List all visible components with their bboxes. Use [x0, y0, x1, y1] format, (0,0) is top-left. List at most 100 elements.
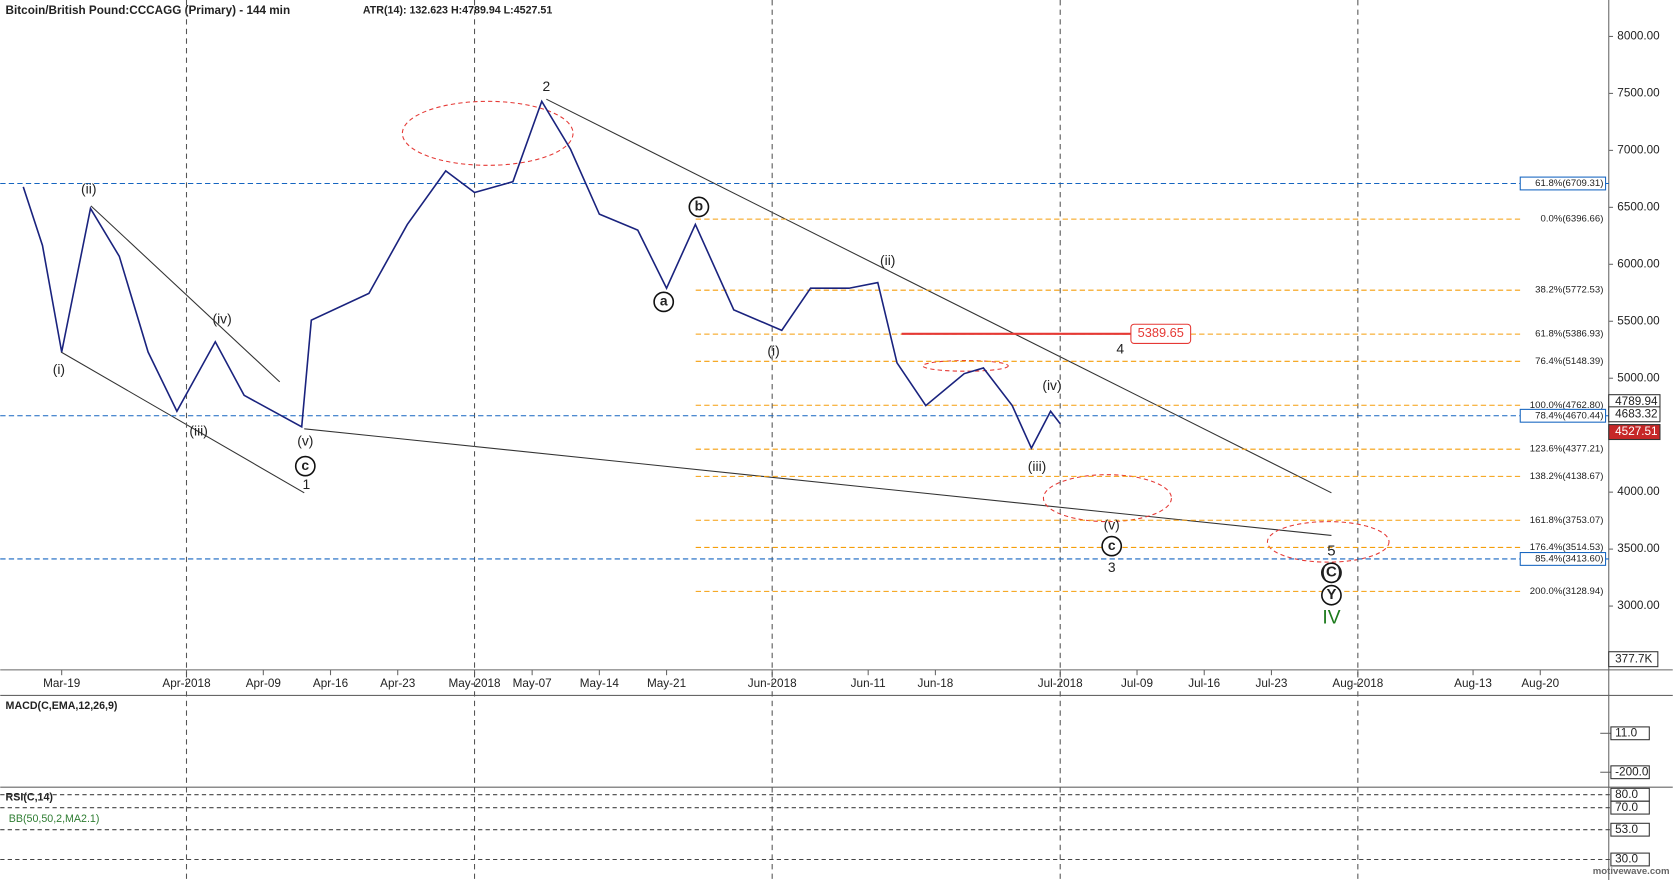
x-tick-label: Apr-09 [246, 677, 281, 690]
wave-label: IV [1322, 608, 1340, 629]
y-tick-label: 6500.00 [1617, 200, 1660, 213]
fib-label: 138.2%(4138.67) [1530, 471, 1604, 482]
wave-label: (iii) [1028, 458, 1046, 474]
y-tick-label: 80.0 [1615, 788, 1638, 801]
x-tick-label: May-21 [647, 677, 686, 690]
fib-label: 200.0%(3128.94) [1530, 586, 1604, 597]
volume-tag [1608, 651, 1659, 668]
x-tick-label: Jul-23 [1255, 677, 1287, 690]
fib-label-bg [1519, 552, 1607, 566]
price-tag [1608, 424, 1661, 441]
y-tick-label: 3000.00 [1617, 599, 1660, 612]
wave-label: (ii) [81, 181, 96, 197]
y-tick-label: 8000.00 [1617, 30, 1660, 43]
wave-label: 2 [543, 78, 551, 94]
wave-circle [294, 455, 316, 477]
macd-title: MACD(C,EMA,12,26,9) [6, 700, 118, 712]
x-tick-label: Apr-16 [313, 677, 348, 690]
trend-lines [60, 98, 1332, 536]
y-tick-label: 7000.00 [1617, 143, 1660, 156]
wave-label: b [695, 198, 703, 214]
x-tick-label: Jun-11 [851, 677, 886, 690]
chart-title: Bitcoin/British Pound:CCCAGG (Primary) -… [6, 4, 291, 17]
price-line [22, 99, 1061, 451]
fib-label-bg [1520, 584, 1606, 598]
target-label: 5389.65 [1138, 325, 1184, 340]
fib-label: 76.4%(5148.39) [1535, 356, 1603, 367]
wave-label: (v) [1104, 517, 1120, 533]
wave-label: (i) [767, 343, 779, 359]
y-tick-label: 53.0 [1615, 823, 1638, 836]
fib-label: 78.4%(4670.44) [1535, 410, 1603, 421]
rsi-title: RSI(C,14) [6, 792, 54, 804]
y-tick-label: 5000.00 [1617, 371, 1660, 384]
price-tag [1608, 406, 1661, 423]
wave-circle [1321, 562, 1342, 584]
fib-label: 85.4%(3413.60) [1535, 553, 1603, 564]
fib-label-bg [1520, 398, 1606, 412]
x-tick-label: Mar-19 [43, 677, 80, 690]
y-tick-label: 6000.00 [1617, 257, 1660, 270]
x-tick-label: Apr-23 [380, 677, 415, 690]
x-tick-label: Aug-20 [1521, 677, 1559, 690]
wave-label: (C) [1321, 564, 1342, 581]
fib-label-bg [1520, 513, 1606, 527]
wave-label: 4 [1116, 341, 1124, 357]
y-tick-label: 4000.00 [1617, 485, 1660, 498]
x-tick-label: May-07 [513, 677, 552, 690]
wave-label: (v) [297, 432, 313, 448]
wave-label: Y [1326, 586, 1336, 603]
fib-label-bg [1520, 541, 1606, 554]
x-tick-label: Jun-18 [917, 677, 953, 690]
bb-label: BB(50,50,2,MA2.1) [9, 813, 100, 825]
price-tag-label: 4683.32 [1615, 407, 1657, 420]
y-tick-label: -200.0 [1615, 765, 1649, 778]
target-box [1130, 323, 1192, 344]
y-tick-box [1610, 765, 1650, 780]
wave-label: 5 [1327, 542, 1335, 559]
y-tick-label: 5500.00 [1617, 314, 1660, 327]
fib-label-bg [1520, 327, 1606, 341]
fib-label-bg [1520, 283, 1606, 297]
wave-circle [653, 291, 675, 313]
wave-label: a [660, 293, 668, 309]
fib-label: 61.8%(5386.93) [1535, 329, 1603, 340]
wave-label: (iv) [1042, 377, 1061, 393]
x-tick-label: Jul-09 [1121, 677, 1153, 690]
wave-label: c [1108, 537, 1116, 553]
y-tick-label: 70.0 [1615, 801, 1638, 814]
x-tick-label: May-14 [580, 677, 620, 690]
fib-label: 123.6%(4377.21) [1530, 444, 1604, 455]
price-tag-label: 4527.51 [1615, 425, 1657, 438]
y-tick-box [1610, 822, 1650, 837]
fib-label: 161.8%(3753.07) [1530, 515, 1604, 526]
wave-label: (i) [53, 361, 65, 377]
fib-label-bg [1519, 408, 1607, 423]
fib-label: 61.8%(6709.31) [1535, 178, 1603, 189]
fib-label: 0.0%(6396.66) [1540, 214, 1603, 225]
y-tick-box [1610, 800, 1650, 815]
fib-label-bg [1520, 212, 1606, 226]
wave-circle [1321, 584, 1342, 606]
wave-circle [1101, 535, 1123, 557]
y-tick-label: 11.0 [1615, 726, 1637, 739]
volume-tag-label: 377.7K [1615, 652, 1652, 665]
fib-label: 176.4%(3514.53) [1530, 542, 1604, 553]
y-tick-label: 30.0 [1615, 853, 1638, 866]
y-tick-label: 7500.00 [1617, 87, 1660, 100]
watermark: motivewave.com [1593, 866, 1670, 877]
y-tick-label: 3500.00 [1617, 542, 1660, 555]
y-tick-box [1610, 852, 1650, 867]
fib-label-bg [1520, 442, 1606, 456]
stats: ATR(14): 132.623 H:4789.94 L:4527.51 [363, 4, 552, 16]
price-tag-label: 4789.94 [1615, 395, 1658, 408]
fib-label-bg [1520, 469, 1606, 483]
fib-label-bg [1519, 176, 1607, 191]
wave-label: (ii) [880, 252, 895, 268]
x-tick-label: Aug-13 [1454, 677, 1492, 690]
x-tick-label: Jul-16 [1188, 677, 1220, 690]
wave-label: (iv) [212, 311, 231, 327]
